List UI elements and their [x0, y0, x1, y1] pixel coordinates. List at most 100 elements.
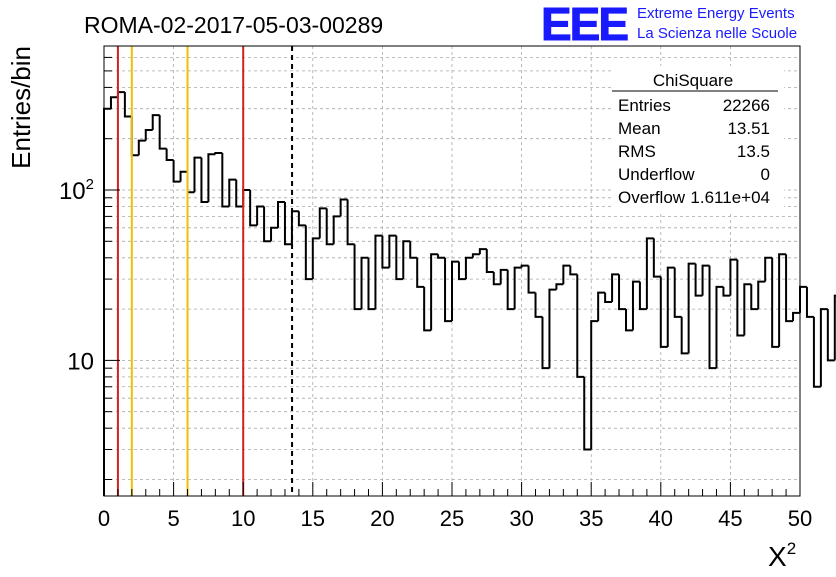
x-tick-label: 50 — [788, 506, 812, 531]
x-axis-label-exp: 2 — [787, 539, 796, 558]
histogram-bin — [701, 264, 710, 296]
histogram-bin — [158, 115, 167, 150]
histogram-bin — [576, 274, 585, 378]
x-axis: 0 5 10 15 20 25 30 35 40 45 50 — [98, 482, 812, 531]
histogram-bin — [263, 206, 272, 243]
histogram-bin — [687, 262, 696, 354]
stats-label-overflow: Overflow — [618, 188, 686, 207]
histogram-bin — [743, 283, 752, 336]
histogram-bin — [332, 215, 341, 245]
histogram-bin — [277, 201, 285, 228]
x-tick-label: 25 — [440, 506, 464, 531]
histogram-bin — [109, 96, 118, 109]
histogram-bin — [416, 257, 425, 288]
histogram-bin — [346, 199, 355, 246]
histogram-bin — [151, 114, 160, 130]
histogram-bin — [611, 273, 620, 303]
histogram-bin — [631, 280, 640, 331]
histogram-bin — [353, 244, 362, 311]
histogram-bin — [513, 266, 522, 310]
histogram-bin — [638, 281, 647, 311]
histogram-bin — [144, 128, 153, 141]
histogram-bin — [694, 263, 703, 297]
histogram-bin — [172, 159, 181, 183]
histogram-bin — [799, 285, 807, 313]
histogram-bin — [318, 207, 327, 239]
stats-label-rms: RMS — [618, 142, 656, 161]
histogram-bin — [722, 286, 731, 297]
histogram-bin — [228, 178, 237, 207]
histogram-bin — [137, 139, 146, 156]
x-tick-label: 40 — [649, 506, 673, 531]
histogram-bin — [270, 226, 278, 242]
x-axis-label: X2 — [768, 539, 796, 572]
histogram-bin — [249, 189, 258, 227]
stats-box-background — [612, 66, 784, 212]
histogram-bin — [652, 238, 661, 278]
y-axis: 10 102 — [59, 45, 120, 480]
histogram-bin — [618, 274, 626, 311]
histogram-bin — [360, 256, 369, 310]
histogram-bin — [506, 269, 515, 311]
stats-value-rms: 13.5 — [737, 142, 770, 161]
stats-value-overflow: 1.611e+04 — [690, 188, 770, 207]
histogram-bin — [555, 283, 564, 290]
histogram-bin — [548, 288, 557, 369]
x-axis-label-base: X — [768, 541, 787, 572]
histogram-bin — [680, 316, 689, 355]
histogram-bin — [339, 198, 348, 217]
histogram-bin — [165, 148, 174, 161]
eee-logo: EEE Extreme Energy Events La Scienza nel… — [541, 0, 798, 51]
histogram-bin — [214, 151, 223, 155]
histogram-bin — [771, 257, 780, 348]
histogram-bin — [207, 153, 216, 203]
stats-box: ChiSquare Entries 22266 Mean 13.51 RMS 1… — [612, 66, 784, 212]
histogram-bin — [645, 237, 654, 310]
histogram-bin — [485, 249, 494, 274]
histogram-bin — [708, 265, 717, 370]
x-tick-label: 10 — [231, 506, 255, 531]
histogram-bin — [736, 259, 745, 337]
histogram-bin — [444, 257, 452, 323]
histogram-bin — [562, 264, 571, 285]
histogram-bin — [499, 268, 508, 285]
histogram-bin — [116, 91, 125, 98]
histogram-bin — [423, 286, 432, 332]
histogram-bin — [395, 235, 404, 281]
histogram-bin — [812, 316, 821, 388]
histogram-bin — [792, 311, 800, 322]
histogram-bin — [457, 261, 466, 281]
histogram-bin — [388, 234, 397, 268]
histogram-bin — [221, 152, 230, 208]
histogram-bin — [297, 211, 306, 227]
histogram-bin — [764, 256, 773, 282]
stats-value-entries: 22266 — [723, 96, 770, 115]
stats-label-entries: Entries — [618, 96, 671, 115]
histogram-bin — [590, 320, 599, 450]
stats-label-underflow: Underflow — [618, 165, 695, 184]
histogram-bin — [130, 116, 139, 157]
svg-text:X2: X2 — [768, 539, 796, 572]
logo-letters: EEE — [541, 0, 627, 50]
histogram-bin — [833, 294, 836, 361]
histogram-bin — [534, 292, 543, 318]
histogram-bin — [819, 308, 828, 387]
histogram-bin — [402, 240, 411, 280]
histogram-bin — [757, 280, 766, 310]
histogram-bin — [381, 235, 390, 269]
histogram-bin — [283, 202, 292, 246]
x-tick-label: 15 — [301, 506, 325, 531]
x-tick-label: 45 — [718, 506, 742, 531]
histogram-bin — [103, 107, 111, 496]
histogram-bin — [464, 256, 473, 280]
histogram-bin — [715, 285, 724, 369]
histogram-bin — [673, 267, 682, 318]
x-tick-label: 5 — [167, 506, 179, 531]
histogram-bin — [374, 234, 383, 310]
histogram-bin — [367, 257, 376, 311]
histogram-bin — [805, 286, 814, 318]
histogram-bin — [325, 208, 334, 246]
histogram-bin — [200, 157, 209, 204]
